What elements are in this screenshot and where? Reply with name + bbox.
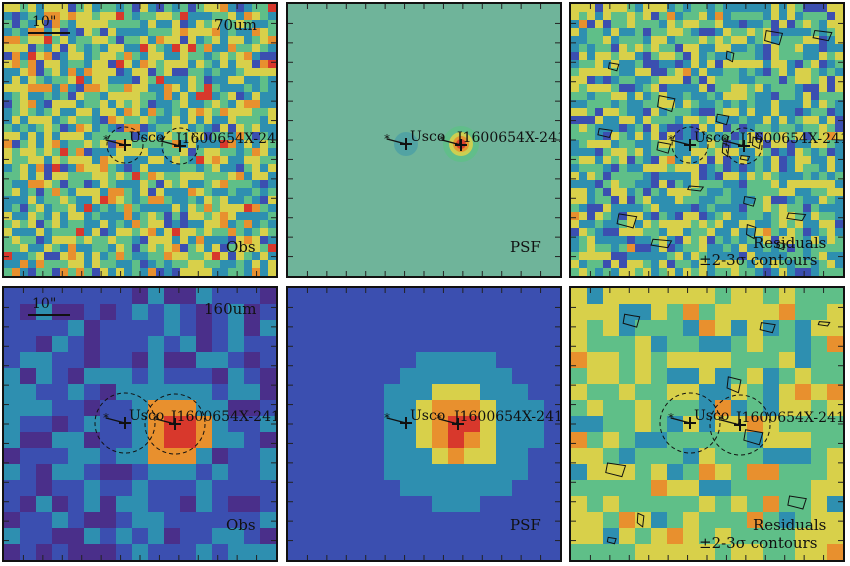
svg-text:J1600654X-2416: J1600654X-2416 xyxy=(734,410,843,426)
scale-label: 10" xyxy=(32,296,57,312)
panel-160um-residuals: * * Usco J1600654X-2416 Residuals ±2-3σ con… xyxy=(569,286,845,562)
panel-label-obs: Obs xyxy=(226,516,256,534)
svg-text:J1600654X-2416: J1600654X-2416 xyxy=(169,409,276,425)
panel-label-psf: PSF xyxy=(510,238,541,256)
scale-bar xyxy=(28,32,70,34)
scale-label: 10" xyxy=(32,14,57,30)
panel-label-contours: ±2-3σ contours xyxy=(699,534,818,552)
svg-text:Usco: Usco xyxy=(129,130,164,146)
svg-text:J1600654X-2416: J1600654X-2416 xyxy=(738,131,843,147)
svg-text:Usco: Usco xyxy=(694,130,729,146)
scale-bar xyxy=(28,314,70,316)
panel-label-obs: Obs xyxy=(226,238,256,256)
svg-text:Usco: Usco xyxy=(694,408,729,424)
panel-label-psf: PSF xyxy=(510,516,541,534)
svg-text:Usco: Usco xyxy=(129,408,164,424)
panel-label-residuals: Residuals xyxy=(753,516,827,534)
panel-label-contours: ±2-3σ contours xyxy=(699,251,818,269)
panel-label-residuals: Residuals xyxy=(753,234,827,252)
svg-text:J1600654X-2416: J1600654X-2416 xyxy=(174,131,276,147)
wavelength-label: 160um xyxy=(204,300,257,318)
svg-text:J1600654X-2416: J1600654X-2416 xyxy=(455,130,560,146)
svg-text:Usco: Usco xyxy=(410,408,445,424)
map-160um-residuals: * *Usco J1600654X-2416 xyxy=(571,288,843,560)
svg-text:Usco: Usco xyxy=(410,129,445,145)
wavelength-label: 70um xyxy=(214,16,257,34)
svg-text:J1600654X-2416: J1600654X-2416 xyxy=(452,409,560,425)
